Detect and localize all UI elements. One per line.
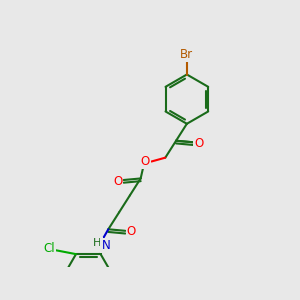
Text: O: O [113,175,122,188]
Text: O: O [141,155,150,168]
Text: Cl: Cl [43,242,55,255]
Text: Br: Br [180,48,194,61]
Text: O: O [127,226,136,238]
Text: O: O [195,137,204,150]
Text: N: N [102,239,110,252]
Text: H: H [93,238,102,248]
